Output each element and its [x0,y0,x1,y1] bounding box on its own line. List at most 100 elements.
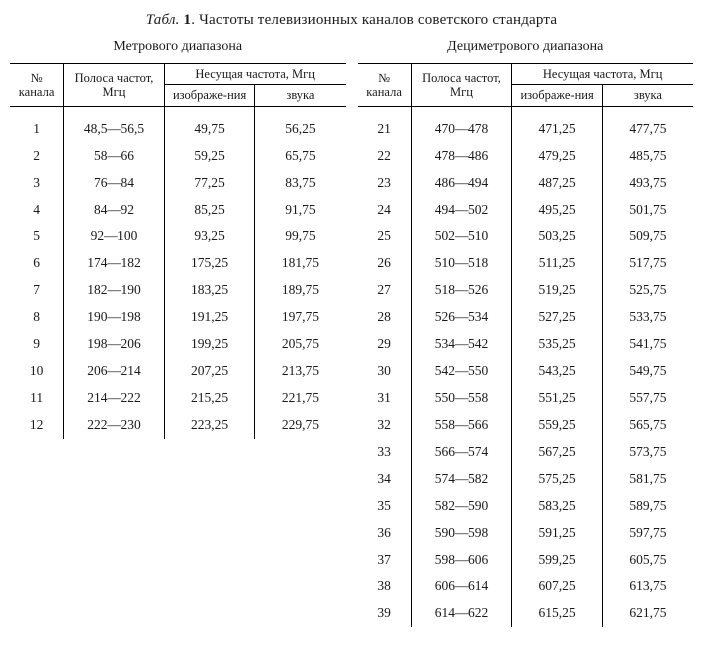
header-carrier-image: изображе-ния [512,85,603,106]
table-row: 21470—478471,25477,75 [358,106,694,142]
cell-band: 510—518 [411,250,512,277]
table-row: 27518—526519,25525,75 [358,277,694,304]
cell-band: 614—622 [411,600,512,627]
cell-sound-freq: 509,75 [602,223,693,250]
table-row: 7182—190183,25189,75 [10,277,346,304]
cell-band: 518—526 [411,277,512,304]
table-row: 22478—486479,25485,75 [358,143,694,170]
cell-sound-freq: 65,75 [255,143,346,170]
cell-sound-freq: 517,75 [602,250,693,277]
cell-sound-freq: 525,75 [602,277,693,304]
cell-channel: 26 [358,250,412,277]
table-row: 26510—518511,25517,75 [358,250,694,277]
cell-band: 470—478 [411,106,512,142]
cell-image-freq: 93,25 [164,223,255,250]
cell-channel: 35 [358,493,412,520]
cell-channel: 6 [10,250,64,277]
cell-image-freq: 59,25 [164,143,255,170]
cell-sound-freq: 621,75 [602,600,693,627]
vhf-caption: Метрового диапазона [10,39,346,55]
cell-channel: 28 [358,304,412,331]
cell-sound-freq: 197,75 [255,304,346,331]
cell-image-freq: 583,25 [512,493,603,520]
cell-image-freq: 543,25 [512,358,603,385]
cell-image-freq: 487,25 [512,170,603,197]
vhf-block: Метрового диапазона № канала Полоса част… [10,37,346,439]
uhf-block: Дециметрового диапазона № канала Полоса … [358,37,694,627]
table-row: 10206—214207,25213,75 [10,358,346,385]
cell-image-freq: 567,25 [512,439,603,466]
header-band: Полоса частот, Мгц [411,64,512,107]
table-row: 34574—582575,25581,75 [358,466,694,493]
cell-sound-freq: 581,75 [602,466,693,493]
cell-channel: 8 [10,304,64,331]
cell-image-freq: 607,25 [512,573,603,600]
cell-sound-freq: 533,75 [602,304,693,331]
cell-image-freq: 599,25 [512,547,603,574]
header-carrier-group: Несущая частота, Мгц [164,64,345,85]
cell-band: 76—84 [64,170,165,197]
cell-band: 486—494 [411,170,512,197]
cell-sound-freq: 573,75 [602,439,693,466]
cell-band: 494—502 [411,197,512,224]
table-row: 25502—510503,25509,75 [358,223,694,250]
cell-sound-freq: 485,75 [602,143,693,170]
table-row: 592—10093,2599,75 [10,223,346,250]
cell-channel: 30 [358,358,412,385]
cell-band: 606—614 [411,573,512,600]
cell-channel: 10 [10,358,64,385]
cell-channel: 34 [358,466,412,493]
table-row: 38606—614607,25613,75 [358,573,694,600]
uhf-table: № канала Полоса частот, Мгц Несущая част… [358,63,694,627]
cell-sound-freq: 565,75 [602,412,693,439]
cell-image-freq: 519,25 [512,277,603,304]
cell-sound-freq: 181,75 [255,250,346,277]
cell-sound-freq: 589,75 [602,493,693,520]
cell-sound-freq: 557,75 [602,385,693,412]
cell-sound-freq: 541,75 [602,331,693,358]
cell-band: 182—190 [64,277,165,304]
cell-image-freq: 175,25 [164,250,255,277]
cell-band: 590—598 [411,520,512,547]
cell-band: 198—206 [64,331,165,358]
cell-sound-freq: 493,75 [602,170,693,197]
cell-channel: 7 [10,277,64,304]
cell-image-freq: 535,25 [512,331,603,358]
cell-sound-freq: 56,25 [255,106,346,142]
cell-channel: 37 [358,547,412,574]
cell-channel: 31 [358,385,412,412]
table-row: 376—8477,2583,75 [10,170,346,197]
cell-band: 550—558 [411,385,512,412]
cell-band: 206—214 [64,358,165,385]
cell-band: 84—92 [64,197,165,224]
cell-image-freq: 223,25 [164,412,255,439]
table-row: 36590—598591,25597,75 [358,520,694,547]
cell-image-freq: 49,75 [164,106,255,142]
table-row: 29534—542535,25541,75 [358,331,694,358]
cell-image-freq: 615,25 [512,600,603,627]
cell-channel: 9 [10,331,64,358]
cell-sound-freq: 189,75 [255,277,346,304]
title-label: Табл. [146,12,180,28]
cell-band: 222—230 [64,412,165,439]
cell-band: 566—574 [411,439,512,466]
cell-band: 92—100 [64,223,165,250]
cell-band: 48,5—56,5 [64,106,165,142]
header-band: Полоса частот, Мгц [64,64,165,107]
cell-channel: 38 [358,573,412,600]
table-row: 31550—558551,25557,75 [358,385,694,412]
cell-image-freq: 471,25 [512,106,603,142]
cell-channel: 27 [358,277,412,304]
table-row: 24494—502495,25501,75 [358,197,694,224]
cell-image-freq: 527,25 [512,304,603,331]
title-text: . Частоты телевизионных каналов советско… [191,12,557,28]
tables-wrap: Метрового диапазона № канала Полоса част… [10,37,693,627]
cell-channel: 24 [358,197,412,224]
cell-image-freq: 551,25 [512,385,603,412]
cell-sound-freq: 613,75 [602,573,693,600]
cell-channel: 4 [10,197,64,224]
cell-channel: 29 [358,331,412,358]
table-row: 32558—566559,25565,75 [358,412,694,439]
cell-band: 190—198 [64,304,165,331]
table-row: 37598—606599,25605,75 [358,547,694,574]
